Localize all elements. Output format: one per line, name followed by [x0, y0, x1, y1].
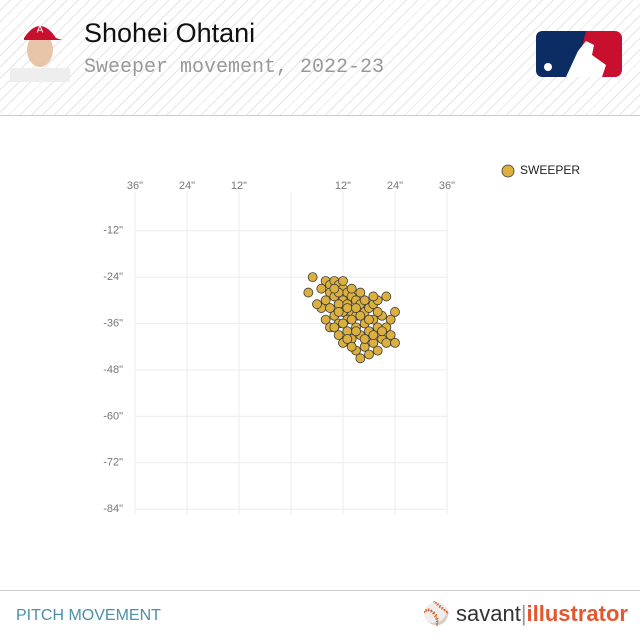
y-tick-label: -48": [103, 364, 123, 376]
point: [307, 272, 318, 283]
y-tick-label: -12": [103, 225, 123, 237]
point: [368, 330, 379, 341]
header: A Shohei Ohtani Sweeper movement, 2022-2…: [0, 0, 640, 116]
point: [320, 314, 331, 325]
point: [385, 330, 396, 341]
point: [390, 337, 400, 348]
point: [342, 334, 353, 344]
point: [338, 318, 348, 329]
x-tick-label: 36": [439, 180, 455, 192]
y-tick-label: -24": [103, 271, 123, 283]
point: [312, 299, 322, 310]
x-tick-label: 24": [387, 180, 403, 192]
point: [385, 314, 396, 325]
brand-tool: illustrator: [526, 601, 628, 626]
point: [381, 337, 392, 348]
point: [346, 314, 357, 325]
point: [359, 295, 370, 306]
point: [351, 303, 361, 313]
point: [316, 283, 327, 294]
point: [342, 303, 353, 313]
point: [355, 353, 366, 364]
x-tick-label: 36": [127, 180, 143, 192]
point: [381, 291, 392, 302]
y-tick-label: -60": [103, 410, 123, 422]
chart: 36" 24" 12" 12" 24" 36" -12" -24" -36" -48" -60" -7…: [103, 163, 580, 515]
y-tick-label: -84": [103, 503, 123, 515]
point: [320, 295, 331, 306]
point: [351, 326, 361, 337]
x-tick-label: 12": [335, 180, 351, 192]
point: [346, 341, 357, 352]
footer-label: PITCH MOVEMENT: [16, 607, 161, 624]
x-tick-label: 24": [179, 180, 195, 192]
x-tick-label: 12": [231, 180, 247, 192]
point: [355, 310, 366, 321]
legend-marker: [501, 164, 515, 178]
svg-text:A: A: [37, 25, 44, 36]
legend-label: SWEEPER: [520, 163, 580, 177]
point: [325, 303, 335, 313]
point: [303, 287, 314, 298]
point: [372, 307, 383, 317]
point: [377, 326, 387, 337]
title: Shohei Ohtani: [84, 18, 256, 48]
point: [364, 314, 374, 325]
point: [333, 307, 344, 317]
point: [359, 334, 370, 344]
point: [329, 283, 340, 294]
point: [372, 345, 383, 356]
point: [355, 287, 366, 298]
point: [346, 283, 357, 294]
footer: PITCH MOVEMENT ⚾ savant|illustrator: [0, 590, 640, 641]
point: [390, 307, 400, 317]
point: [338, 276, 348, 286]
subtitle: Sweeper movement, 2022-23: [84, 56, 385, 79]
point: [368, 291, 379, 302]
brand: ⚾ savant|illustrator: [422, 601, 628, 626]
mlb-logo: [536, 31, 622, 77]
point: [329, 322, 340, 333]
brand-name: savant: [455, 601, 521, 626]
player-headshot: A: [10, 25, 70, 82]
y-tick-label: -36": [103, 317, 123, 329]
point: [364, 349, 374, 360]
point: [333, 330, 344, 341]
y-tick-label: -72": [103, 457, 123, 469]
